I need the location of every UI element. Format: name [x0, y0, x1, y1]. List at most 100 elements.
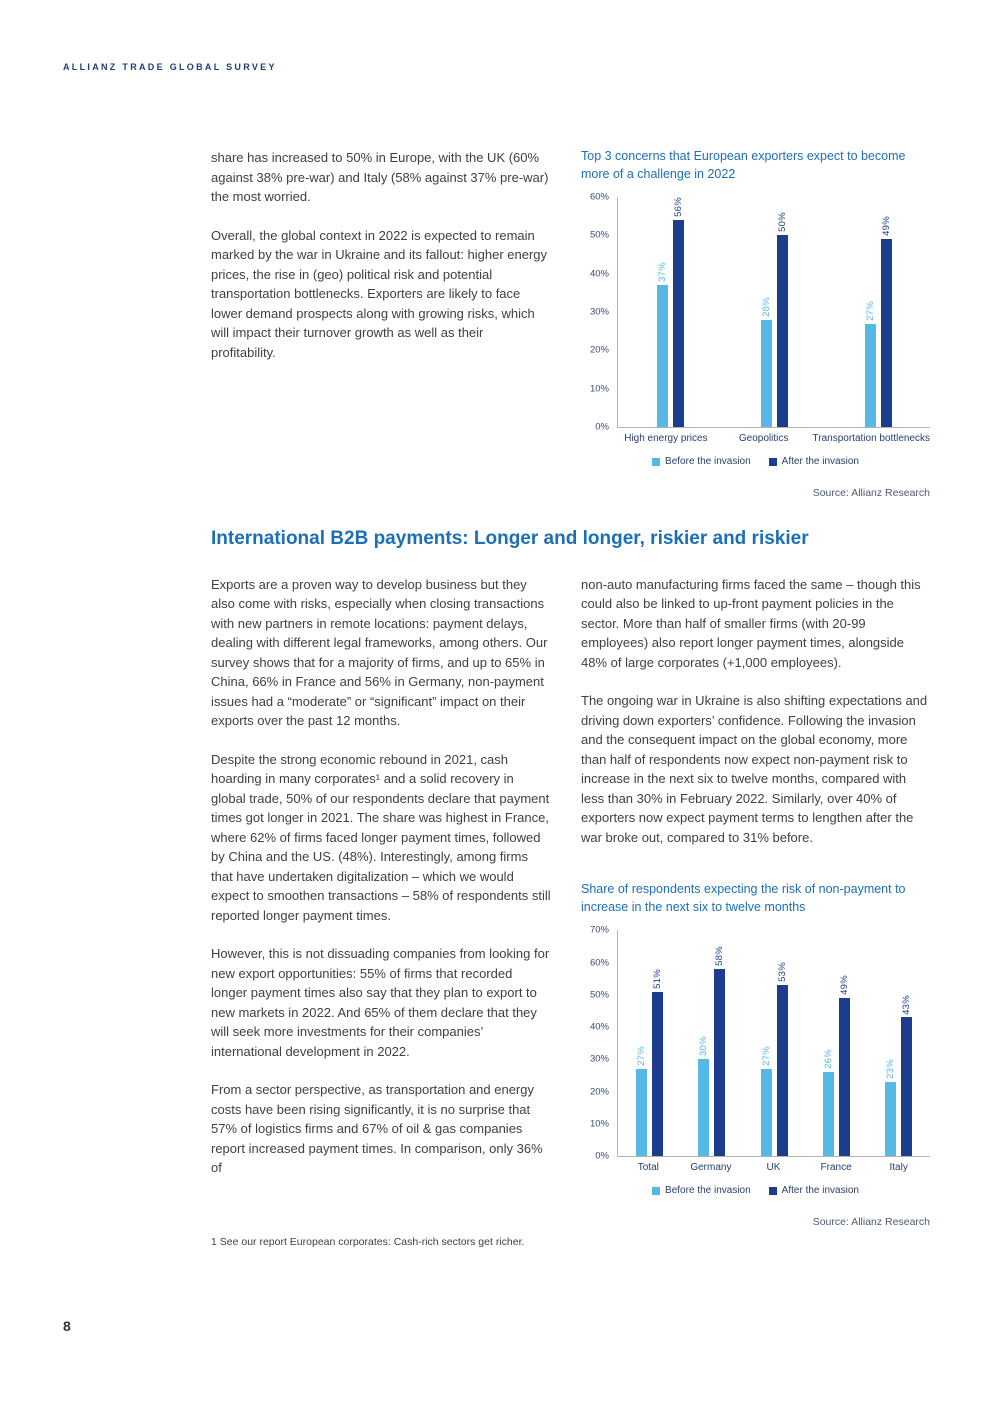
- chart-title: Top 3 concerns that European exporters e…: [581, 149, 906, 181]
- category-axis: High energy prices Geopolitics Transportat…: [617, 433, 930, 444]
- bar-value-label: 27%: [760, 1046, 772, 1067]
- bar-column: 26%: [822, 930, 834, 1157]
- body-paragraph: From a sector perspective, as transporta…: [211, 1082, 543, 1176]
- non-payment-risk-bar-chart: 0% 10% 20% 30% 40% 50% 60% 70% 27% 51% 30% 58% 27% 53…: [581, 925, 930, 1196]
- legend-label: After the invasion: [781, 1185, 859, 1197]
- category-label: France: [820, 1162, 852, 1174]
- bar: [838, 998, 850, 1157]
- body-paragraph: non-auto manufacturing firms faced the s…: [581, 576, 921, 670]
- bar-value-label: 30%: [698, 1036, 710, 1057]
- y-axis-tick: 60%: [589, 957, 609, 969]
- body-row: Exports are a proven way to develop busi…: [211, 575, 930, 1229]
- bar-column: 28%: [760, 197, 772, 427]
- content-area: share has increased to 50% in Europe, wi…: [211, 148, 930, 1248]
- y-axis-tick: 40%: [589, 268, 609, 280]
- bar-group: 27% 53%: [743, 930, 805, 1157]
- body-left-column: Exports are a proven way to develop busi…: [211, 575, 551, 1229]
- chart-non-payment-block: Share of respondents expecting the risk …: [581, 881, 930, 1228]
- y-axis-tick: 60%: [589, 191, 609, 203]
- y-axis-tick: 30%: [589, 306, 609, 318]
- top-concerns-bar-chart: 0% 10% 20% 30% 40% 50% 60% 37% 56% 28% 50% 27% 49% Hi…: [581, 192, 930, 468]
- legend-label: Before the invasion: [665, 1185, 751, 1197]
- bar-value-label: 26%: [822, 1049, 834, 1070]
- bar-value-label: 58%: [714, 946, 726, 966]
- body-paragraph: Despite the strong economic rebound in 2…: [211, 751, 551, 923]
- chart-body: 0% 10% 20% 30% 40% 50% 60% 70% 27% 51% 30% 58% 27% 53…: [581, 925, 930, 1173]
- bar-column: 49%: [838, 930, 850, 1157]
- bar-group: 27% 51%: [618, 930, 680, 1157]
- bar-column: 49%: [880, 197, 892, 427]
- bar-column: 30%: [698, 930, 710, 1157]
- bar-group: 37% 56%: [618, 197, 722, 427]
- legend-swatch: [652, 457, 661, 466]
- body-paragraph: The ongoing war in Ukraine is also shift…: [581, 693, 928, 845]
- bar-value-label: 56%: [672, 197, 684, 217]
- bar-column: 56%: [672, 197, 684, 427]
- y-axis-tick: 40%: [589, 1021, 609, 1033]
- legend-item: Before the invasion: [652, 456, 751, 467]
- category-axis: Total Germany UK France Italy: [617, 1162, 930, 1173]
- category-label: Geopolitics: [738, 433, 789, 444]
- legend-item: Before the invasion: [652, 1185, 751, 1196]
- y-axis-tick: 0%: [595, 421, 609, 433]
- chart-source: Source: Allianz Research: [812, 1216, 930, 1229]
- bar-group: 27% 49%: [826, 197, 930, 427]
- bar: [864, 323, 876, 427]
- y-axis: 0% 10% 20% 30% 40% 50% 60%: [581, 192, 617, 433]
- bar: [672, 219, 684, 427]
- section-heading: International B2B payments: Longer and l…: [211, 528, 809, 549]
- chart-source: Source: Allianz Research: [812, 487, 930, 499]
- bar: [760, 1069, 772, 1157]
- bar: [760, 319, 772, 427]
- bar: [698, 1059, 710, 1157]
- chart-legend: Before the invasion After the invasion: [581, 1185, 930, 1196]
- bar-value-label: 23%: [885, 1059, 897, 1079]
- bar: [885, 1082, 897, 1157]
- footnote: 1 See our report European corporates: Ca…: [211, 1236, 525, 1249]
- legend-item: After the invasion: [768, 1185, 859, 1197]
- body-paragraph: Exports are a proven way to develop busi…: [211, 576, 548, 729]
- legend-swatch: [768, 1186, 777, 1195]
- y-axis-tick: 10%: [589, 1118, 609, 1130]
- body-right-column: non-auto manufacturing firms faced the s…: [581, 575, 930, 1228]
- y-axis-tick: 50%: [589, 989, 609, 1001]
- bar-column: 27%: [864, 197, 876, 427]
- category-label: Transportation bottlenecks: [812, 433, 931, 444]
- bar-group: 28% 50%: [722, 197, 826, 427]
- chart-body: 0% 10% 20% 30% 40% 50% 60% 37% 56% 28% 50% 27% 49% Hi…: [581, 192, 930, 445]
- intro-column: share has increased to 50% in Europe, wi…: [211, 148, 551, 499]
- bar-group: 30% 58%: [680, 930, 742, 1157]
- category-label: UK: [766, 1162, 781, 1174]
- y-axis-tick: 20%: [589, 344, 609, 356]
- bar-value-label: 27%: [864, 300, 876, 321]
- bar-value-label: 49%: [838, 975, 850, 996]
- chart-top-concerns-block: Top 3 concerns that European exporters e…: [581, 148, 930, 499]
- bar-value-label: 37%: [656, 262, 668, 283]
- bar-column: 37%: [656, 197, 668, 427]
- bar-column: 43%: [901, 930, 913, 1157]
- bar-value-label: 49%: [880, 216, 892, 237]
- report-header: ALLIANZ TRADE GLOBAL SURVEY: [63, 62, 277, 72]
- bar: [822, 1072, 834, 1157]
- bar-value-label: 53%: [776, 962, 788, 983]
- category-label: Total: [637, 1162, 659, 1174]
- bar-value-label: 50%: [776, 212, 788, 233]
- y-axis-tick: 0%: [595, 1150, 609, 1162]
- plot-area: 37% 56% 28% 50% 27% 49% High energy prices Geop…: [617, 197, 930, 444]
- bar: [776, 985, 788, 1157]
- bar-value-label: 43%: [901, 994, 913, 1015]
- bar-column: 27%: [760, 930, 772, 1157]
- bar-column: 27%: [635, 930, 647, 1157]
- y-axis-tick: 70%: [589, 924, 609, 936]
- bar: [635, 1069, 647, 1157]
- bar-column: 53%: [776, 930, 788, 1157]
- y-axis-tick: 10%: [589, 383, 609, 395]
- bar-group: 23% 43%: [868, 930, 930, 1157]
- bar-column: 50%: [776, 197, 788, 427]
- plot: 37% 56% 28% 50% 27% 49%: [617, 197, 930, 428]
- bar: [714, 969, 726, 1157]
- bar-value-label: 27%: [635, 1046, 647, 1067]
- y-axis-tick: 30%: [589, 1053, 609, 1065]
- bar: [776, 235, 788, 427]
